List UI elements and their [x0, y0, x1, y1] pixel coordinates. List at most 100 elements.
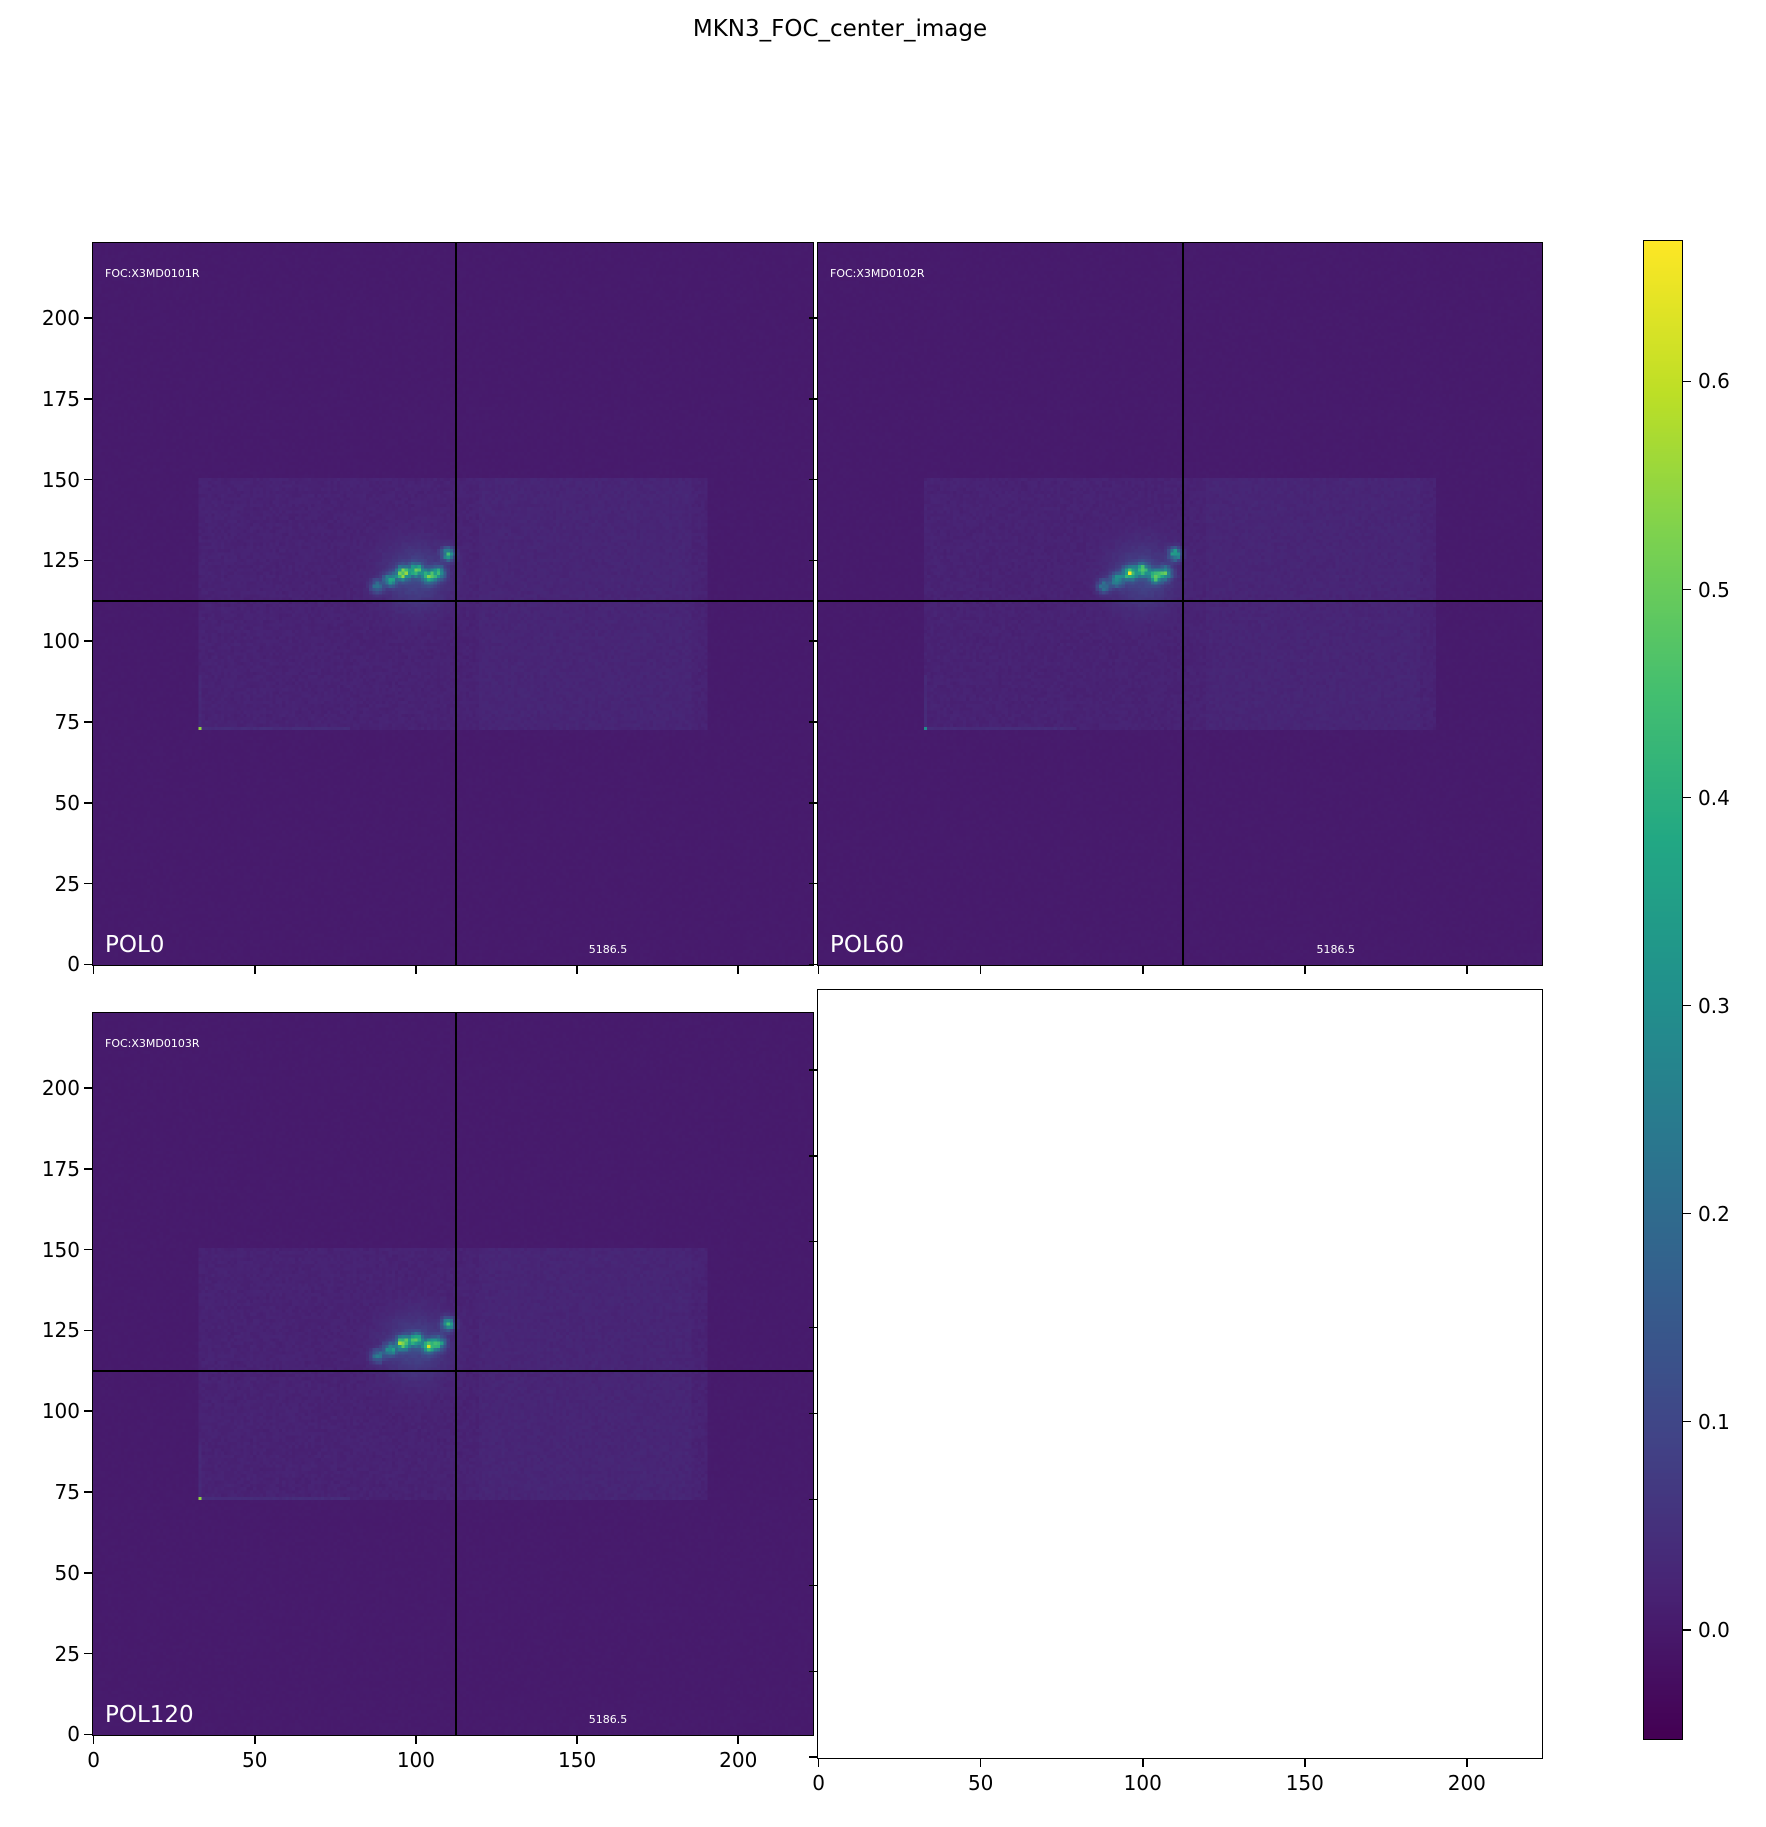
y-tick-label: 200	[41, 305, 80, 330]
y-tick-mark	[84, 963, 92, 966]
y-tick-mark	[809, 1154, 817, 1157]
y-tick-mark	[84, 1491, 92, 1493]
colorbar-tick-mark	[1683, 1628, 1691, 1631]
y-tick-mark	[809, 963, 817, 966]
x-tick-mark	[415, 1736, 417, 1744]
axes-pol0: FOC:X3MD0101R POL0 5186.5	[92, 242, 814, 966]
y-tick-label: 75	[54, 709, 80, 734]
exposure-value-label: 5186.5	[588, 943, 628, 956]
x-tick-label: 150	[1285, 1771, 1324, 1795]
x-tick-mark	[737, 1736, 740, 1744]
x-tick-mark	[1141, 1759, 1144, 1767]
colorbar-tick-mark	[1683, 1004, 1691, 1007]
polarizer-label: POL60	[830, 932, 905, 958]
image-heatmap	[92, 1012, 814, 1736]
colorbar-tick-label: 0.0	[1698, 1617, 1730, 1642]
crosshair-horizontal	[92, 1369, 814, 1372]
y-tick-mark	[84, 1410, 92, 1412]
y-tick-label: 125	[41, 548, 80, 573]
image-id-label: FOC:X3MD0103R	[105, 1037, 200, 1050]
y-tick-mark	[809, 1498, 817, 1501]
y-tick-mark	[84, 1733, 92, 1736]
x-tick-mark	[576, 966, 578, 974]
y-tick-mark	[84, 1329, 92, 1332]
y-tick-mark	[84, 1167, 92, 1170]
y-tick-mark	[809, 1670, 817, 1673]
crosshair-horizontal	[817, 599, 1543, 602]
x-tick-mark	[576, 1736, 578, 1744]
y-tick-label: 175	[41, 386, 80, 411]
x-tick-mark	[1466, 1759, 1468, 1767]
y-tick-mark	[809, 801, 817, 804]
y-tick-mark	[809, 478, 817, 481]
image-heatmap	[817, 242, 1543, 966]
polarizer-label: POL0	[105, 932, 165, 958]
y-tick-mark	[84, 721, 92, 723]
colorbar-tick-mark	[1683, 1420, 1691, 1423]
y-tick-mark	[84, 1087, 92, 1089]
colorbar-tick-mark	[1683, 796, 1691, 799]
y-tick-mark	[84, 397, 92, 400]
y-tick-label: 25	[54, 871, 80, 896]
x-tick-label: 0	[812, 1771, 825, 1795]
y-tick-mark	[809, 882, 817, 885]
y-tick-mark	[809, 1412, 817, 1415]
colorbar-gradient	[1644, 241, 1682, 1739]
exposure-value-label: 5186.5	[1316, 943, 1355, 956]
y-tick-mark	[84, 478, 92, 481]
y-tick-label: 25	[54, 1641, 80, 1666]
image-id-label: FOC:X3MD0102R	[830, 267, 925, 280]
colorbar	[1643, 240, 1683, 1740]
x-tick-label: 200	[719, 1748, 758, 1772]
y-tick-label: 125	[41, 1318, 80, 1343]
crosshair-vertical	[455, 1012, 458, 1736]
y-tick-mark	[809, 397, 817, 400]
y-tick-mark	[809, 317, 817, 319]
axes-pol60: FOC:X3MD0102R POL60 5186.5	[817, 242, 1543, 966]
x-tick-mark	[737, 966, 740, 974]
colorbar-tick-label: 0.6	[1698, 369, 1730, 394]
colorbar-tick-label: 0.1	[1698, 1409, 1730, 1434]
y-tick-mark	[809, 1756, 817, 1759]
colorbar-tick-label: 0.2	[1698, 1201, 1730, 1226]
colorbar-tick-mark	[1683, 380, 1691, 383]
x-tick-mark	[817, 1759, 820, 1767]
x-tick-mark	[415, 966, 417, 974]
x-tick-mark	[92, 966, 95, 974]
crosshair-vertical	[1182, 242, 1185, 966]
y-tick-mark	[84, 1248, 92, 1251]
y-tick-label: 150	[41, 1237, 80, 1262]
x-tick-label: 50	[967, 1771, 994, 1795]
y-tick-label: 200	[41, 1075, 80, 1100]
image-id-label: FOC:X3MD0101R	[105, 267, 200, 280]
polarizer-label: POL120	[105, 1702, 194, 1728]
y-tick-mark	[84, 317, 92, 319]
y-tick-label: 50	[54, 790, 80, 815]
y-tick-mark	[84, 559, 92, 562]
x-tick-label: 0	[87, 1748, 100, 1772]
axes-empty	[817, 989, 1543, 1759]
colorbar-tick-label: 0.5	[1698, 577, 1730, 602]
axes-frame	[817, 989, 1543, 1759]
x-tick-mark	[92, 1736, 95, 1744]
figure-title: MKN3_FOC_center_image	[692, 16, 988, 42]
y-tick-label: 100	[41, 629, 80, 654]
y-tick-label: 75	[54, 1479, 80, 1504]
x-tick-mark	[979, 966, 982, 974]
x-tick-label: 100	[1123, 1771, 1162, 1795]
image-heatmap	[92, 242, 814, 966]
x-tick-label: 50	[242, 1748, 268, 1772]
x-tick-mark	[1303, 966, 1306, 974]
x-tick-mark	[1303, 1759, 1306, 1767]
y-tick-mark	[809, 1068, 817, 1071]
x-tick-mark	[1141, 966, 1144, 974]
y-tick-label: 0	[67, 1722, 80, 1747]
y-tick-mark	[84, 640, 92, 642]
y-tick-mark	[809, 1584, 817, 1587]
exposure-value-label: 5186.5	[588, 1713, 628, 1726]
y-tick-mark	[84, 882, 92, 885]
y-tick-mark	[84, 1652, 92, 1655]
colorbar-tick-label: 0.3	[1698, 993, 1730, 1018]
y-tick-label: 100	[41, 1399, 80, 1424]
